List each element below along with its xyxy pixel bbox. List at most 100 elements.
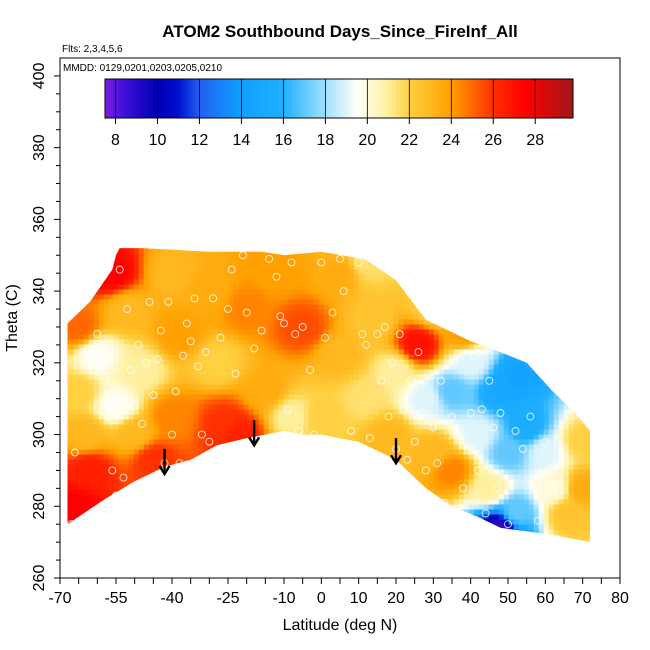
heatmap-cell [88,509,95,516]
heatmap-cell [133,289,140,296]
heatmap-cell [198,289,205,296]
heatmap-cell [173,374,180,381]
heatmap-cell [233,534,240,541]
heatmap-cell [254,545,260,551]
heatmap-cell [413,299,420,306]
heatmap-cell [248,409,255,416]
heatmap-cell [463,439,470,446]
heatmap-cell [78,248,85,251]
heatmap-cell [299,545,305,551]
heatmap-cell [183,489,190,496]
heatmap-cell [128,509,135,516]
heatmap-cell [338,494,345,501]
heatmap-cell [278,349,285,356]
heatmap-cell [93,349,100,356]
heatmap-cell [128,539,135,543]
heatmap-cell [368,249,375,256]
heatmap-cell [413,314,420,321]
heatmap-cell [83,334,90,341]
heatmap-cell [158,289,165,296]
heatmap-cell [428,529,435,536]
heatmap-cell [383,384,390,391]
heatmap-cell [423,444,430,451]
heatmap-cell [68,349,75,356]
heatmap-cell [428,279,435,286]
heatmap-cell [118,529,125,536]
heatmap-cell [283,334,290,341]
heatmap-cell [278,374,285,381]
heatmap-cell [463,509,470,516]
heatmap-cell [103,319,110,326]
heatmap-cell [398,384,405,391]
heatmap-cell [173,414,180,421]
heatmap-cell [453,424,460,431]
heatmap-cell [393,389,400,396]
heatmap-cell [123,404,130,411]
heatmap-cell [263,254,270,261]
heatmap-cell [383,509,390,516]
heatmap-cell [188,474,195,481]
heatmap-cell [158,504,165,511]
heatmap-cell [138,419,145,426]
heatmap-cell [328,344,335,351]
heatmap-cell [233,404,240,411]
heatmap-cell [213,444,220,451]
heatmap-cell [133,509,140,516]
heatmap-cell [118,309,125,316]
heatmap-cell [228,409,235,416]
heatmap-cell [333,269,340,276]
heatmap-cell [348,254,355,261]
heatmap-cell [463,349,470,356]
heatmap-cell [253,449,260,456]
heatmap-cell [403,534,410,541]
heatmap-cell [253,454,260,461]
heatmap-cell [358,309,365,316]
heatmap-cell [108,384,115,391]
heatmap-cell [88,459,95,466]
heatmap-cell [223,539,230,543]
heatmap-cell [123,414,130,421]
heatmap-cell [238,384,245,391]
heatmap-cell [273,289,280,296]
heatmap-cell [67,514,70,521]
heatmap-cell [403,414,410,421]
heatmap-cell [113,409,120,416]
heatmap-cell [143,434,150,441]
heatmap-cell [158,494,165,501]
heatmap-cell [183,474,190,481]
heatmap-cell [223,519,230,526]
heatmap-cell [378,409,385,416]
heatmap-cell [118,539,125,543]
heatmap-cell [68,534,75,541]
heatmap-cell [98,474,105,481]
heatmap-cell [243,284,250,291]
heatmap-cell [343,249,350,256]
heatmap-cell [423,539,430,543]
heatmap-cell [273,444,280,451]
heatmap-cell [258,329,265,336]
heatmap-cell [173,524,180,531]
heatmap-cell [338,489,345,496]
heatmap-cell [468,409,475,416]
heatmap-cell [73,504,80,511]
heatmap-cell [73,324,80,331]
heatmap-cell [98,399,105,406]
heatmap-cell [333,514,340,521]
heatmap-cell [383,514,390,521]
heatmap-cell [348,484,355,491]
heatmap-cell [453,314,460,321]
heatmap-cell [393,339,400,346]
heatmap-cell [88,264,95,271]
heatmap-cell [68,479,75,486]
heatmap-cell [188,279,195,286]
heatmap-cell [68,344,75,351]
heatmap-cell [293,469,300,476]
heatmap-cell [248,339,255,346]
heatmap-cell [308,494,315,501]
heatmap-cell [368,519,375,526]
heatmap-cell [388,489,395,496]
heatmap-cell [248,289,255,296]
heatmap-cell [388,304,395,311]
heatmap-cell [408,394,415,401]
heatmap-cell [333,519,340,526]
